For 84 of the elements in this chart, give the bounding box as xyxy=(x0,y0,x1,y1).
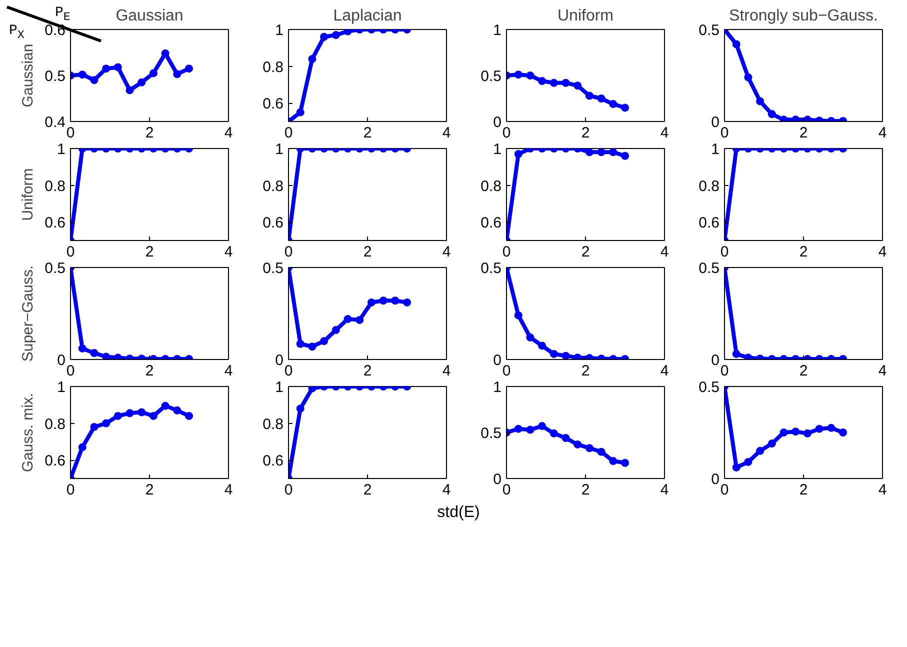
y-tick-label: 0.8 xyxy=(44,178,66,195)
y-tick-label: 1 xyxy=(493,22,502,39)
x-tick-label: 4 xyxy=(878,482,887,498)
y-tick-label: 0.5 xyxy=(698,379,720,396)
text: P$_{E}$ xyxy=(55,5,70,24)
y-tick-label: 0 xyxy=(711,352,720,369)
chart-title: Laplacian xyxy=(333,8,402,24)
x-tick-label: 2 xyxy=(363,124,372,142)
y-tick-label: 1 xyxy=(493,141,502,158)
y-tick-label: 0.5 xyxy=(698,260,720,277)
y-tick-label: 0.6 xyxy=(262,96,284,113)
x-tick-label: 2 xyxy=(581,244,590,260)
x-tick-label: 4 xyxy=(442,124,451,142)
x-axis-title: std(E) xyxy=(436,503,481,523)
y-tick-label: 0.5 xyxy=(698,22,720,39)
y-tick-label: 0.4 xyxy=(44,114,66,131)
x-tick-label: 4 xyxy=(442,482,451,498)
y-tick-label: 0.6 xyxy=(698,214,720,232)
y-tick-label: 1 xyxy=(275,22,284,39)
y-tick-label: 0.8 xyxy=(262,416,284,433)
x-tick-label: 2 xyxy=(363,482,372,498)
y-tick-label: 0.6 xyxy=(262,214,284,232)
y-tick-label: 1 xyxy=(711,141,720,158)
x-tick-label: 2 xyxy=(145,244,154,260)
x-tick-label: 4 xyxy=(878,124,887,142)
y-tick-label: 0.5 xyxy=(44,68,66,85)
x-tick-label: 4 xyxy=(660,482,669,498)
y-tick-label: 0 xyxy=(275,352,284,369)
y-tick-label: 0 xyxy=(493,114,502,131)
y-tick-label: 0.5 xyxy=(480,260,502,277)
y-tick-label: 0.6 xyxy=(480,214,502,232)
x-tick-label: 4 xyxy=(878,244,887,260)
y-tick-label: 0.8 xyxy=(44,416,66,433)
chart-title: Uniform xyxy=(557,8,614,24)
x-tick-label: 2 xyxy=(145,362,154,380)
y-tick-label: 0 xyxy=(493,352,502,369)
chart-title: Gaussian xyxy=(116,8,184,24)
y-tick-label: 0.6 xyxy=(262,452,284,470)
y-tick-label: 0 xyxy=(493,471,502,488)
x-tick-label: 2 xyxy=(799,362,808,380)
y-tick-label: 1 xyxy=(493,379,502,396)
x-tick-label: 4 xyxy=(224,482,233,498)
y-tick-label: 0 xyxy=(57,352,66,369)
y-tick-label: 0.6 xyxy=(44,452,66,470)
x-tick-label: 2 xyxy=(145,482,154,498)
text: P$_{X}$ xyxy=(9,22,24,44)
x-tick-label: 2 xyxy=(581,482,590,498)
y-tick-label: 0.6 xyxy=(44,214,66,232)
x-tick-label: 4 xyxy=(224,124,233,142)
chart-title: Strongly sub−Gauss. xyxy=(729,8,878,24)
y-tick-label: 1 xyxy=(57,141,66,158)
y-tick-label: 0.8 xyxy=(480,178,502,195)
x-tick-label: 2 xyxy=(145,124,154,142)
x-tick-label: 2 xyxy=(799,482,808,498)
x-tick-label: 2 xyxy=(799,244,808,260)
y-tick-label: 0.5 xyxy=(44,260,66,277)
y-tick-label: 0.8 xyxy=(698,178,720,195)
y-tick-label: 0.8 xyxy=(262,178,284,195)
y-tick-label: 0.5 xyxy=(480,68,502,85)
x-tick-label: 2 xyxy=(363,362,372,380)
y-axis-title: Gauss. mix. xyxy=(20,392,37,472)
x-tick-label: 2 xyxy=(581,362,590,380)
y-tick-label: 1 xyxy=(275,141,284,158)
y-axis-title: Uniform xyxy=(20,168,37,221)
x-tick-label: 4 xyxy=(660,124,669,142)
x-tick-label: 4 xyxy=(878,362,887,380)
y-tick-label: 0 xyxy=(711,471,720,488)
x-tick-label: 2 xyxy=(363,244,372,260)
x-tick-label: 2 xyxy=(581,124,590,142)
y-tick-label: 1 xyxy=(57,379,66,396)
y-axis-title: Super−Gauss. xyxy=(20,265,37,362)
y-tick-label: 0 xyxy=(711,114,720,131)
x-tick-label: 4 xyxy=(660,362,669,380)
x-tick-label: 4 xyxy=(442,362,451,380)
x-tick-label: 4 xyxy=(224,244,233,260)
y-tick-label: 0.5 xyxy=(262,260,284,277)
y-tick-label: 0.5 xyxy=(480,425,502,442)
x-tick-label: 2 xyxy=(799,124,808,142)
y-tick-label: 0.8 xyxy=(262,58,284,76)
y-axis-title: Gaussian xyxy=(20,44,37,108)
x-tick-label: 4 xyxy=(442,244,451,260)
y-tick-label: 1 xyxy=(275,379,284,396)
x-tick-label: 4 xyxy=(224,362,233,380)
x-tick-label: 4 xyxy=(660,244,669,260)
